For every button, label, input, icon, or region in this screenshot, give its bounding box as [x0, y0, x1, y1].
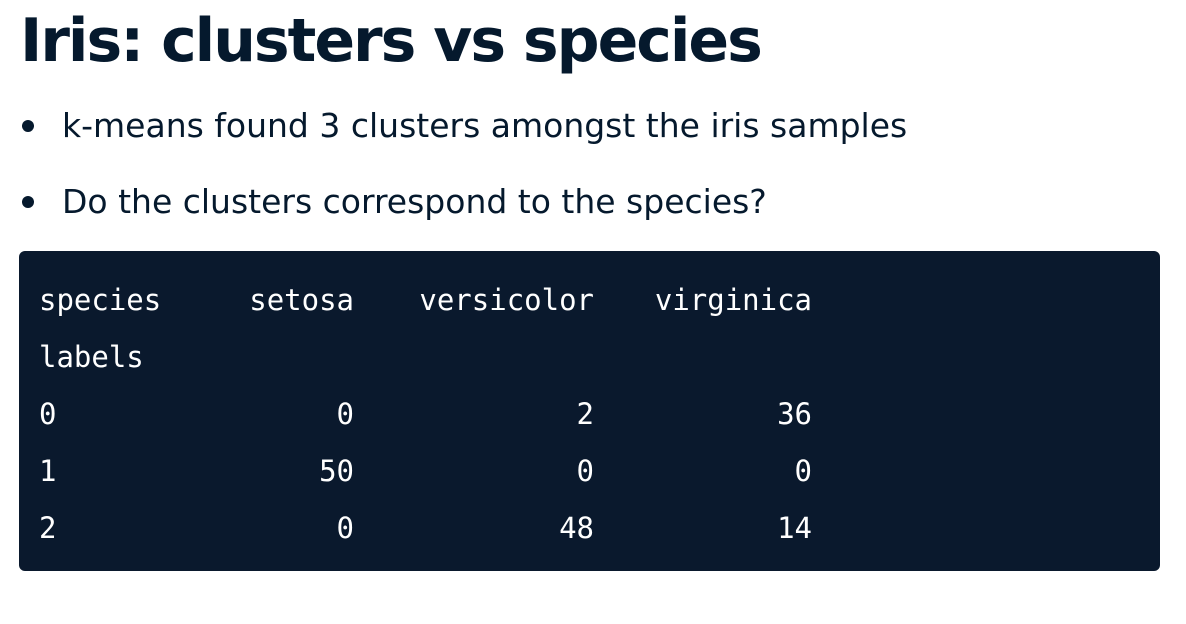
bullet-list: k-means found 3 clusters amongst the iri…	[20, 100, 907, 252]
table-cell: 36	[777, 396, 812, 431]
table-row: 2 0 48 14	[39, 499, 812, 556]
table-cell: 0	[336, 396, 354, 431]
column-header-versicolor: versicolor	[419, 282, 594, 317]
column-header-virginica: virginica	[654, 282, 812, 317]
table-cell: 2	[576, 396, 594, 431]
bullet-text: Do the clusters correspond to the specie…	[62, 182, 767, 221]
row-label: 0	[39, 396, 57, 431]
table-row: 0 0 2 36	[39, 385, 812, 442]
bullet-dot-icon	[22, 196, 34, 208]
crosstab-table: species setosa versicolor virginica labe…	[39, 271, 812, 556]
table-cell: 0	[576, 453, 594, 488]
table-cell: 14	[777, 510, 812, 545]
bullet-item: k-means found 3 clusters amongst the iri…	[20, 100, 907, 152]
table-cell: 50	[319, 453, 354, 488]
row-label: 2	[39, 510, 57, 545]
index-name-label: labels	[39, 339, 144, 374]
crosstab-header-row: species setosa versicolor virginica	[39, 271, 812, 328]
table-cell: 0	[336, 510, 354, 545]
code-output-block: species setosa versicolor virginica labe…	[19, 251, 1160, 571]
slide-title: Iris: clusters vs species	[20, 6, 763, 76]
bullet-item: Do the clusters correspond to the specie…	[20, 176, 907, 228]
column-header-setosa: setosa	[249, 282, 354, 317]
bullet-text: k-means found 3 clusters amongst the iri…	[62, 106, 908, 145]
row-label: 1	[39, 453, 57, 488]
crosstab-index-name-row: labels	[39, 328, 812, 385]
table-row: 1 50 0 0	[39, 442, 812, 499]
bullet-dot-icon	[22, 120, 34, 132]
table-cell: 0	[794, 453, 812, 488]
column-name-label: species	[39, 282, 162, 317]
table-cell: 48	[559, 510, 594, 545]
